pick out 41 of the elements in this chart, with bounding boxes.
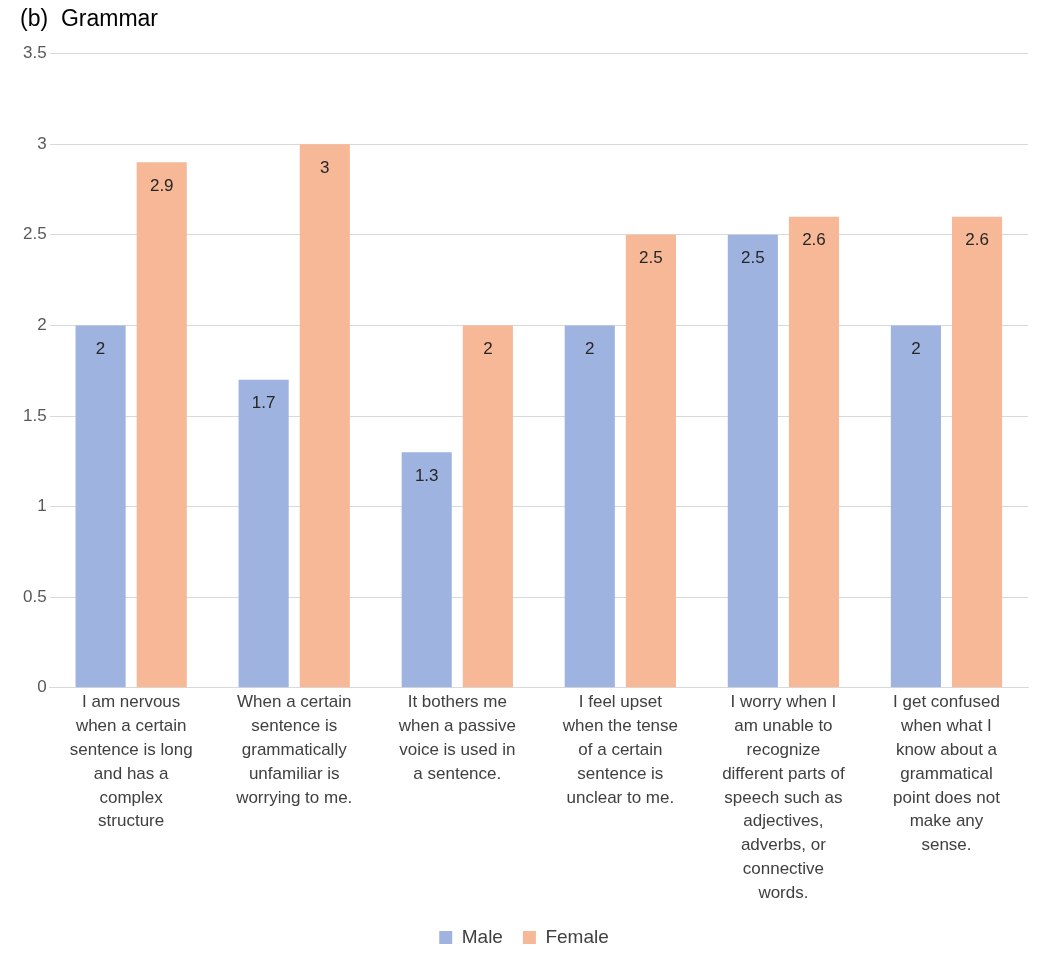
- y-tick-label: 0: [37, 677, 47, 697]
- data-label: 2.5: [639, 248, 663, 268]
- data-label: 2.6: [802, 230, 826, 250]
- y-tick-label: 0.5: [22, 586, 47, 606]
- bar: [625, 234, 676, 688]
- bar: [75, 325, 126, 688]
- data-label: 2: [585, 339, 595, 359]
- bar: [401, 452, 452, 688]
- data-label: 1.7: [251, 393, 276, 413]
- y-tick-label: 3: [37, 133, 47, 153]
- data-label: 1.3: [414, 465, 439, 485]
- bar: [462, 325, 513, 688]
- bar: [951, 216, 1003, 688]
- chart-title: (b) Grammar: [20, 5, 159, 32]
- data-label: 2: [911, 339, 921, 359]
- x-tick-label: I get confused when what I know about a grammatical point does not make any sense.: [893, 692, 1001, 855]
- y-tick-label: 2.5: [22, 224, 47, 244]
- bar: [788, 216, 840, 688]
- x-tick-label: I am nervous when a certain sentence is long and has a complex structure: [69, 692, 193, 831]
- bar: [727, 234, 778, 688]
- data-label: 2.5: [741, 248, 765, 268]
- data-label: 2: [483, 339, 493, 359]
- data-label: 2: [95, 339, 106, 359]
- y-tick-label: 2: [37, 315, 47, 335]
- x-tick-label: When a certain sentence is grammatically unfamiliar is worrying to me.: [235, 692, 353, 807]
- y-tick-label: 1: [37, 496, 47, 516]
- legend-label: Female: [545, 925, 609, 947]
- bar: [136, 162, 187, 688]
- y-tick-label: 1.5: [22, 405, 47, 425]
- data-label: 3: [320, 157, 330, 177]
- y-tick-label: 3.5: [22, 43, 47, 63]
- data-label: 2.9: [149, 176, 174, 196]
- x-tick-label: I feel upset when the tense of a certain sentence is unclear to me.: [561, 692, 678, 807]
- bar: [890, 325, 941, 688]
- data-label: 2.6: [965, 230, 989, 250]
- category-label: I worry when I am unable to recognize different parts of speech such as adjectives, adverbs, or connective words.: [722, 692, 845, 902]
- bar: [299, 144, 350, 688]
- bar: [564, 325, 615, 688]
- bar: [238, 379, 289, 688]
- x-tick-label: It bothers me when a passive voice is used in a sentence.: [397, 692, 516, 783]
- legend-label: Male: [461, 925, 503, 947]
